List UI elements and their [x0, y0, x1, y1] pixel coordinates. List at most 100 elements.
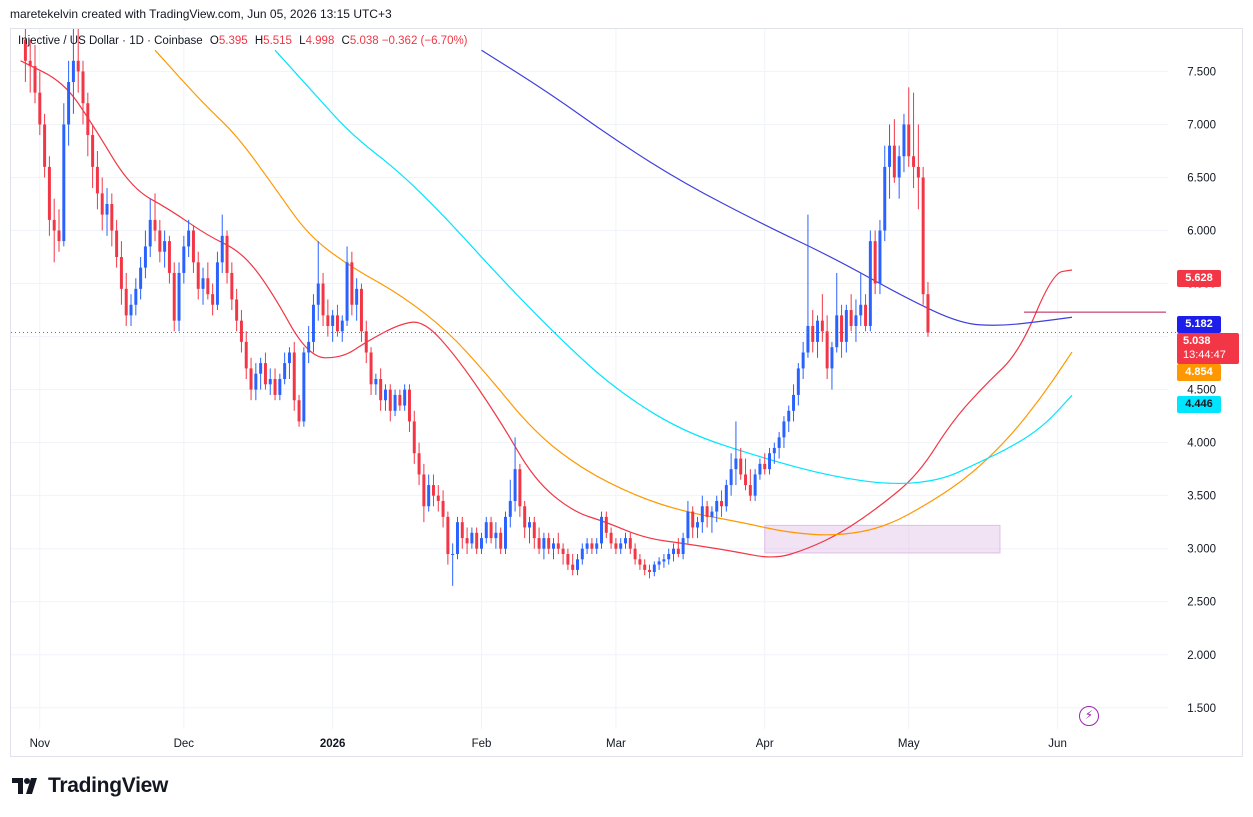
highlight-zone-layer: [764, 524, 1001, 554]
candle-body: [407, 389, 411, 422]
lightning-bolt-icon[interactable]: ⚡: [1079, 706, 1099, 726]
candle: [753, 469, 757, 501]
candle-body: [119, 257, 123, 289]
candle-body: [167, 241, 171, 273]
candle: [566, 548, 570, 570]
ma-line-orange-ma: [154, 49, 1073, 536]
candle-body: [43, 124, 47, 167]
candle-body: [465, 538, 469, 544]
candle-body: [830, 347, 834, 369]
candle-body: [134, 288, 138, 305]
candle: [662, 554, 666, 568]
candle: [81, 60, 85, 125]
candle-body: [345, 262, 349, 321]
candle-body: [739, 458, 743, 475]
candle-body: [331, 315, 335, 326]
candle-body: [215, 262, 219, 305]
y-tick-label: 6.500: [1187, 172, 1216, 184]
candle-body: [71, 60, 75, 83]
candle: [528, 516, 531, 544]
candle-body: [700, 506, 704, 523]
candle: [532, 516, 536, 549]
candle-body: [206, 278, 210, 295]
candle: [259, 357, 263, 390]
x-tick-label: Dec: [174, 738, 195, 750]
candle-body: [868, 241, 872, 326]
candle-body: [460, 522, 464, 539]
candle: [139, 257, 143, 300]
candle-body: [907, 124, 911, 157]
candle: [796, 363, 800, 406]
candle: [576, 554, 579, 576]
candle-body: [451, 554, 455, 555]
candle: [47, 156, 51, 236]
candle-body: [470, 532, 474, 544]
candle-body: [556, 543, 560, 549]
candle-body: [374, 379, 378, 385]
x-tick-label: May: [898, 738, 920, 750]
candle: [556, 532, 560, 554]
candle: [100, 177, 104, 231]
candle: [542, 532, 546, 560]
candle-body: [820, 320, 824, 332]
candle: [768, 447, 772, 475]
candle-body: [503, 516, 507, 549]
candle-body: [580, 548, 584, 560]
candle-body: [283, 363, 287, 379]
candle: [230, 262, 234, 311]
candle: [547, 532, 551, 554]
price-lines: [11, 311, 1177, 334]
candle: [844, 304, 848, 353]
candle-body: [105, 204, 109, 215]
candle-body: [201, 278, 205, 289]
candle-body: [364, 331, 368, 353]
candle: [143, 230, 147, 279]
candle: [840, 304, 844, 358]
candle-body: [110, 204, 114, 231]
candle: [350, 251, 354, 316]
candle-body: [350, 262, 354, 305]
candle: [676, 538, 680, 558]
candle: [907, 87, 911, 167]
candle-body: [777, 437, 781, 448]
candle: [460, 516, 464, 549]
candle-body: [720, 500, 724, 507]
candle-body: [604, 516, 608, 533]
low-value: 4.998: [305, 35, 335, 47]
candle: [177, 262, 181, 332]
candle-body: [590, 543, 594, 549]
candle-body: [648, 569, 651, 573]
candle: [696, 516, 700, 539]
candle-body: [878, 230, 882, 284]
x-tick-label: Jun: [1048, 738, 1067, 750]
tradingview-logo[interactable]: TradingView: [12, 774, 168, 798]
candle-body: [211, 294, 215, 305]
candle: [340, 315, 344, 342]
candle: [792, 384, 796, 422]
x-axis: Nov Dec 2026 Feb Mar Apr May Jun: [30, 738, 1067, 750]
candle: [172, 262, 176, 332]
candle: [926, 281, 930, 337]
candle: [724, 479, 728, 512]
candle: [33, 44, 37, 104]
candle: [124, 272, 128, 326]
candle: [244, 331, 248, 379]
candle: [119, 241, 123, 305]
candle: [782, 416, 786, 448]
candle: [43, 113, 47, 178]
candle-body: [724, 485, 728, 507]
candle-body: [187, 230, 191, 247]
candle: [552, 538, 555, 560]
candle: [787, 405, 791, 433]
candle-body: [369, 352, 373, 385]
candle: [220, 214, 224, 273]
candle-body: [235, 299, 239, 321]
candle-body: [864, 304, 868, 326]
candle-body: [892, 145, 896, 178]
open-key: O: [209, 35, 219, 47]
candle-body: [926, 294, 930, 333]
candle: [888, 124, 892, 199]
candle: [23, 29, 27, 83]
candle: [921, 166, 925, 305]
